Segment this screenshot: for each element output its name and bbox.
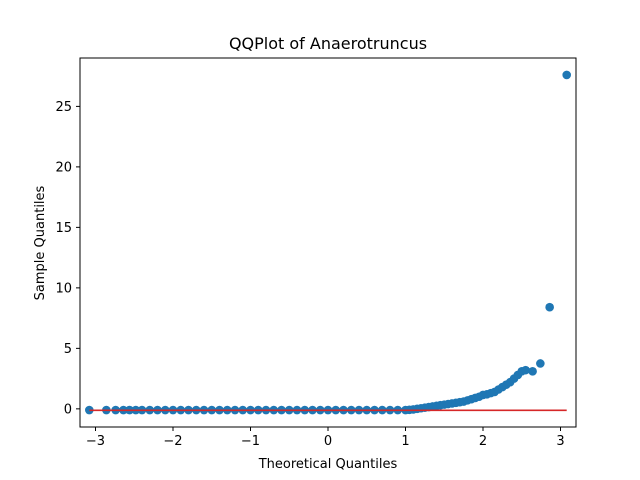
x-tick-label: −2	[163, 434, 182, 449]
y-axis-label: Sample Quantiles	[33, 185, 48, 300]
y-tick-label: 0	[64, 402, 72, 417]
chart-title: QQPlot of Anaerotruncus	[229, 34, 427, 53]
data-point	[528, 367, 537, 376]
x-tick-label: −3	[86, 434, 105, 449]
y-tick-label: 10	[55, 281, 72, 296]
plot-area: −3 −2 −1 0 1 2 3 0 5 10 15 20 25	[55, 57, 577, 449]
y-tick-label: 15	[55, 221, 72, 236]
x-tick-label: −1	[241, 434, 260, 449]
x-tick-label: 1	[401, 434, 409, 449]
y-tick-label: 20	[55, 160, 72, 175]
data-point	[545, 302, 554, 312]
data-point	[562, 70, 571, 80]
x-tick-label: 2	[479, 434, 487, 449]
y-tick-label: 25	[55, 100, 72, 115]
data-point	[521, 365, 530, 375]
data-point	[536, 359, 545, 368]
x-tick-label: 0	[324, 434, 332, 449]
x-tick-label: 3	[556, 434, 564, 449]
y-tick-label: 5	[64, 342, 72, 357]
x-axis-label: Theoretical Quantiles	[258, 457, 398, 472]
